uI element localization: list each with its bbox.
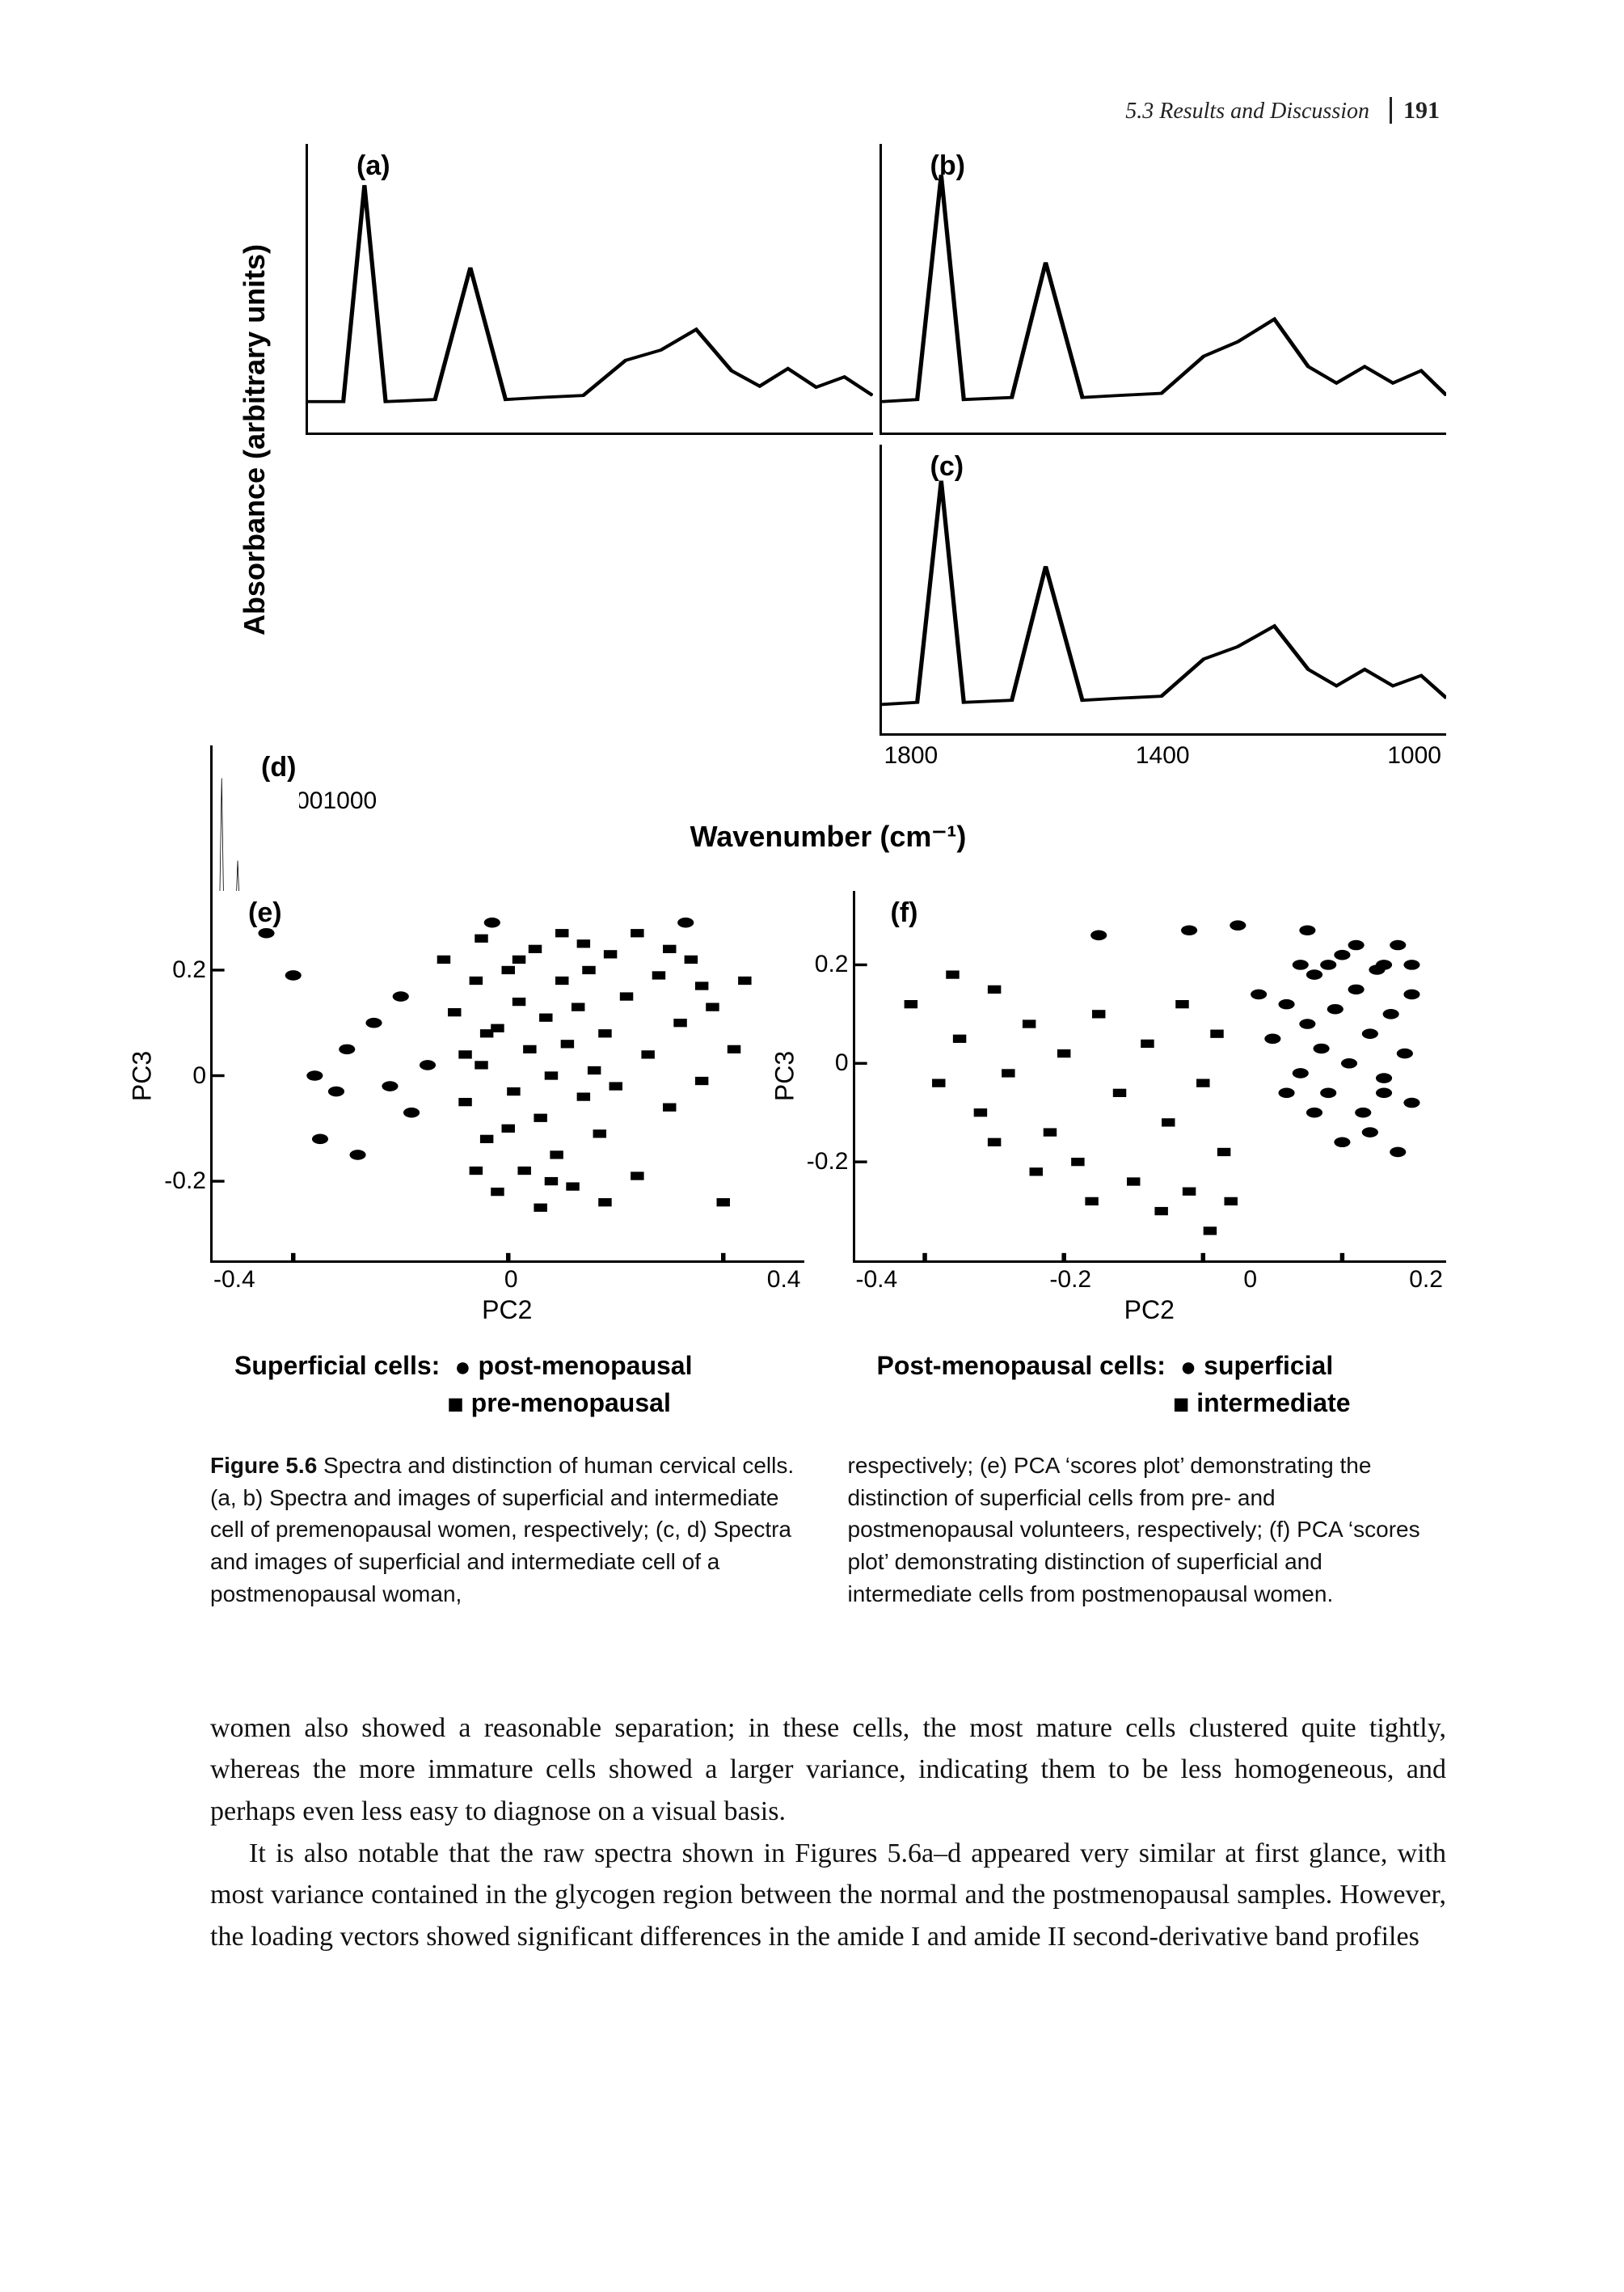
spectra-xlabel: Wavenumber (cm⁻¹) [210,820,1446,854]
panel-label-a: (a) [356,150,390,182]
xtick: 1000 [1387,742,1441,781]
panel-label-b: (b) [930,150,965,182]
xtick: 1800 [884,742,939,781]
scatter-xtick: 0 [1243,1266,1257,1294]
legend-left-label-1: post-menopausal [479,1351,693,1380]
legend-right-symbol-2: ■ [1173,1389,1190,1420]
caption-col-2: respectively; (e) PCA ‘scores plot’ demo… [848,1450,1447,1610]
scatter-xticks-f: -0.4 -0.2 0 0.2 [853,1263,1447,1294]
scatter-xtick: -0.4 [856,1266,898,1294]
spectrum-svg-c [882,445,1447,733]
figure-5-6: Absorbance (arbitrary units) (a) (b) (c) [210,144,1446,1610]
spectrum-panel-c: (c) [879,445,1447,736]
spectrum-panel-b: (b) [879,144,1447,435]
legend-left-symbol-1: ● [454,1352,471,1382]
scatter-ytick: -0.2 [146,1167,206,1195]
spectra-grid: Absorbance (arbitrary units) (a) (b) (c) [210,144,1446,815]
scatter-xlabel-e: PC2 [210,1295,804,1325]
scatter-xlabel-f: PC2 [853,1295,1447,1325]
running-head: 5.3 Results and Discussion 191 [210,97,1446,125]
legend-left-symbol-2: ■ [447,1389,464,1420]
spectrum-panel-a: (a) [306,144,873,435]
legend-right-symbol-1: ● [1180,1352,1197,1382]
legend-left: Superficial cells: ● post-menopausal Sup… [210,1348,804,1422]
legend-row: Superficial cells: ● post-menopausal Sup… [210,1348,1446,1422]
scatter-ytick: 0.2 [789,951,849,978]
figure-caption: Figure 5.6 Spectra and distinction of hu… [210,1450,1446,1610]
scatter-xtick: 0 [504,1266,518,1294]
scatter-svg-f [855,891,1447,1260]
panel-label-c: (c) [930,451,964,483]
body-text: women also showed a reasonable separatio… [210,1707,1446,1958]
body-p1: women also showed a reasonable separatio… [210,1707,1446,1833]
scatter-svg-e [213,891,804,1260]
scatter-row: (e) PC3 0.20-0.2 -0.4 0 0.4 PC2 (f) PC3 0.… [210,891,1446,1325]
legend-right: Post-menopausal cells: ● superficial Pos… [853,1348,1447,1422]
page-number: 191 [1390,97,1440,124]
legend-left-title: Superficial cells: [234,1351,440,1380]
scatter-xtick: 0.2 [1409,1266,1443,1294]
legend-left-label-2: pre-menopausal [471,1388,671,1417]
scatter-xticks-e: -0.4 0 0.4 [210,1263,804,1294]
xticks-a: 1800 1400 1000 [879,741,1447,781]
scatter-xtick: 0.4 [767,1266,801,1294]
scatter-block-e: (e) PC3 0.20-0.2 -0.4 0 0.4 PC2 [210,891,804,1325]
panel-label-e: (e) [248,897,282,929]
scatter-panel-e: (e) PC3 0.20-0.2 [210,891,804,1263]
legend-right-label-2: intermediate [1196,1388,1350,1417]
caption-col-1: Figure 5.6 Spectra and distinction of hu… [210,1450,809,1610]
section-title: 5.3 Results and Discussion [1125,99,1369,124]
legend-right-title: Post-menopausal cells: [877,1351,1166,1380]
scatter-block-f: (f) PC3 0.20-0.2 -0.4 -0.2 0 0.2 PC2 [853,891,1447,1325]
spectrum-svg-b [882,144,1447,433]
scatter-panel-f: (f) PC3 0.20-0.2 [853,891,1447,1263]
spectra-ylabel-cell: Absorbance (arbitrary units) [210,144,299,736]
scatter-ytick: 0 [789,1049,849,1077]
panel-label-f: (f) [891,897,918,929]
panel-label-d: (d) [261,752,296,783]
spectra-ylabel: Absorbance (arbitrary units) [238,244,272,635]
scatter-ytick: 0.2 [146,956,206,984]
scatter-ytick: 0 [146,1062,206,1090]
xtick: 1400 [1136,742,1190,781]
scatter-xtick: -0.4 [213,1266,255,1294]
spectrum-svg-a [308,144,873,433]
caption-lead: Figure 5.6 [210,1453,317,1478]
scatter-ytick: -0.2 [789,1148,849,1176]
scatter-xtick: -0.2 [1049,1266,1091,1294]
xtick: 1000 [323,787,378,815]
body-p2: It is also notable that the raw spectra … [210,1833,1446,1958]
legend-right-label-1: superficial [1204,1351,1333,1380]
